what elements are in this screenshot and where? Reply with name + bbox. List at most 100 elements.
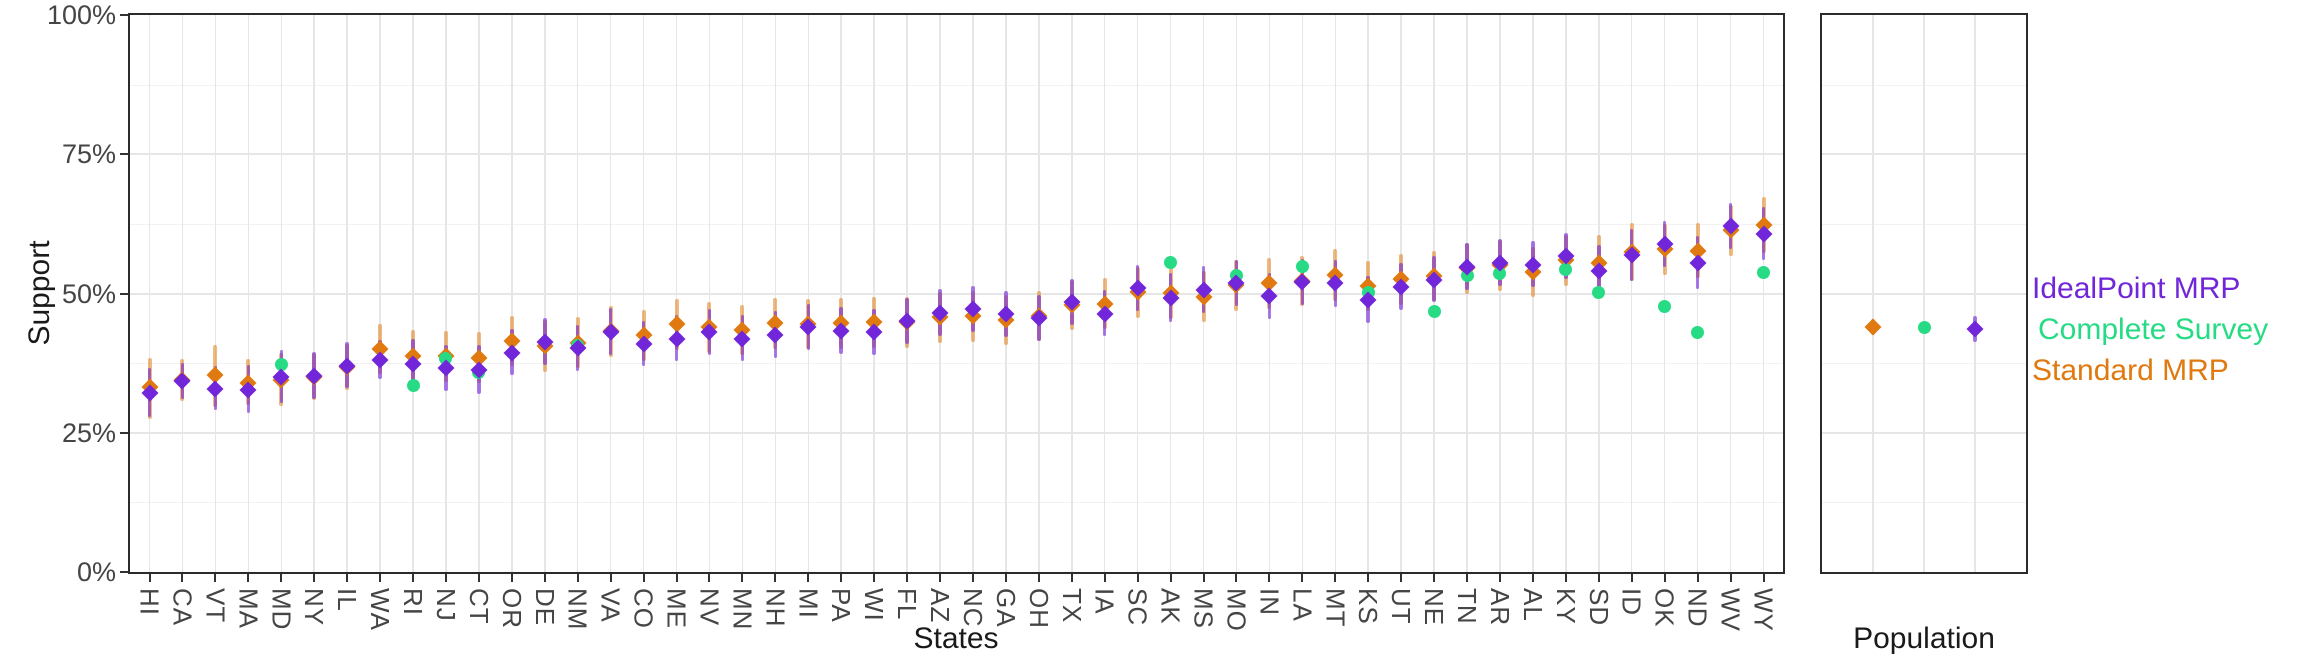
- pop-gridline-v-1: [1923, 15, 1925, 572]
- x-tick-MS: [1202, 574, 1205, 582]
- main-gridline-h-major-75: [130, 153, 1783, 156]
- y-tick-0: [120, 571, 130, 573]
- gridline-v-state-VT: [214, 15, 217, 572]
- x-tick-label-IL: IL: [332, 588, 363, 612]
- x-tick-LA: [1301, 574, 1304, 582]
- main-gridline-h-minor: [130, 363, 1783, 365]
- point-idealpoint-mrp-OR: [503, 344, 521, 362]
- gridline-v-state-ID: [1630, 15, 1633, 572]
- pop-gridline-v-2: [1974, 15, 1976, 572]
- x-tick-label-MO: MO: [1221, 588, 1252, 632]
- y-tick-50: [120, 292, 130, 295]
- x-tick-NH: [774, 574, 777, 582]
- x-tick-label-FL: FL: [892, 588, 923, 621]
- x-tick-TN: [1466, 574, 1469, 582]
- main-gridline-h-minor: [130, 84, 1783, 86]
- x-tick-KY: [1564, 574, 1567, 582]
- gridline-v-state-OR: [511, 15, 513, 572]
- point-complete-survey-AK: [1164, 256, 1178, 270]
- x-tick-label-WY: WY: [1748, 588, 1779, 632]
- gridline-v-state-CT: [478, 15, 480, 572]
- gridline-v-state-RI: [412, 15, 414, 572]
- gridline-v-state-NM: [576, 15, 579, 572]
- x-tick-CA: [181, 574, 184, 582]
- gridline-v-state-NH: [774, 15, 777, 572]
- x-tick-label-NY: NY: [299, 588, 330, 627]
- x-tick-label-OH: OH: [1023, 588, 1054, 629]
- x-tick-WV: [1729, 574, 1732, 582]
- x-tick-MI: [807, 574, 810, 582]
- x-tick-ND: [1696, 574, 1699, 582]
- x-tick-label-TN: TN: [1452, 588, 1483, 625]
- x-tick-label-VT: VT: [200, 588, 231, 624]
- x-tick-label-WA: WA: [365, 588, 396, 631]
- gridline-v-state-ND: [1696, 15, 1699, 572]
- x-tick-MD: [280, 574, 283, 582]
- x-tick-label-CA: CA: [167, 588, 198, 627]
- x-tick-label-WI: WI: [859, 588, 890, 622]
- x-tick-OH: [1037, 574, 1040, 582]
- gridline-v-state-MA: [247, 15, 250, 572]
- x-tick-label-PA: PA: [826, 588, 857, 623]
- pop-point-idealpoint_mrp: [1966, 320, 1984, 338]
- point-idealpoint-mrp-ND: [1689, 254, 1707, 272]
- x-tick-CO: [642, 574, 645, 582]
- x-tick-label-RI: RI: [398, 588, 428, 616]
- x-tick-label-MS: MS: [1188, 588, 1219, 629]
- x-axis-title-states-text: States: [913, 622, 999, 655]
- y-tick-75: [120, 153, 130, 156]
- x-tick-MA: [247, 574, 250, 582]
- x-tick-label-ND: ND: [1682, 588, 1713, 628]
- point-idealpoint-mrp-NY: [305, 367, 323, 385]
- x-tick-AR: [1498, 574, 1501, 582]
- point-complete-survey-NE: [1427, 304, 1441, 318]
- y-tick-25: [120, 431, 130, 434]
- x-tick-MO: [1235, 574, 1238, 582]
- main-gridline-h-minor: [130, 502, 1783, 504]
- legend-item-standard-mrp: Standard MRP: [2032, 354, 2229, 387]
- point-complete-survey-ND: [1691, 325, 1705, 339]
- x-tick-label-ID: ID: [1616, 588, 1647, 616]
- x-tick-label-TX: TX: [1056, 588, 1087, 624]
- legend-item-complete-survey: Complete Survey: [2038, 313, 2269, 346]
- y-tick-label-25: 25%: [61, 417, 116, 448]
- gridline-v-state-NV: [708, 15, 711, 572]
- gridline-v-state-OK: [1663, 15, 1666, 572]
- x-tick-label-UT: UT: [1386, 588, 1417, 625]
- pop-point-complete_survey: [1917, 320, 1931, 334]
- x-tick-label-NC: NC: [957, 588, 988, 628]
- x-tick-AZ: [939, 574, 942, 582]
- gridline-v-state-CA: [181, 15, 184, 572]
- x-tick-label-WV: WV: [1715, 588, 1746, 632]
- x-tick-MT: [1334, 574, 1337, 582]
- legend: IdealPoint MRP Complete Survey Standard …: [2032, 0, 2304, 672]
- x-tick-label-NE: NE: [1419, 588, 1450, 627]
- y-tick-100: [120, 14, 130, 16]
- gridline-v-state-FL: [906, 15, 908, 572]
- x-tick-label-HI: HI: [134, 588, 165, 616]
- x-tick-NV: [708, 574, 711, 582]
- x-tick-TX: [1070, 574, 1073, 582]
- x-tick-label-SD: SD: [1583, 588, 1614, 627]
- x-tick-label-AR: AR: [1484, 588, 1515, 627]
- x-tick-label-OR: OR: [496, 588, 527, 629]
- x-tick-SC: [1136, 574, 1139, 582]
- main-gridline-h-major-50: [130, 292, 1783, 295]
- point-complete-survey-RI: [406, 378, 420, 392]
- x-tick-PA: [840, 574, 843, 582]
- point-idealpoint-mrp-FL: [898, 312, 916, 330]
- x-tick-CT: [477, 574, 480, 582]
- gridline-v-state-DE: [544, 15, 546, 572]
- point-idealpoint-mrp-NH: [766, 326, 784, 344]
- point-idealpoint-mrp-TX: [1063, 293, 1081, 311]
- x-tick-AK: [1169, 574, 1172, 582]
- x-tick-label-AL: AL: [1517, 588, 1548, 622]
- x-tick-IL: [346, 574, 349, 582]
- x-tick-GA: [1004, 574, 1007, 582]
- point-idealpoint-mrp-IA: [1096, 305, 1114, 323]
- x-tick-IN: [1268, 574, 1271, 582]
- x-tick-HI: [148, 574, 151, 582]
- gridline-v-state-CO: [642, 15, 645, 572]
- point-idealpoint-mrp-CO: [635, 335, 653, 353]
